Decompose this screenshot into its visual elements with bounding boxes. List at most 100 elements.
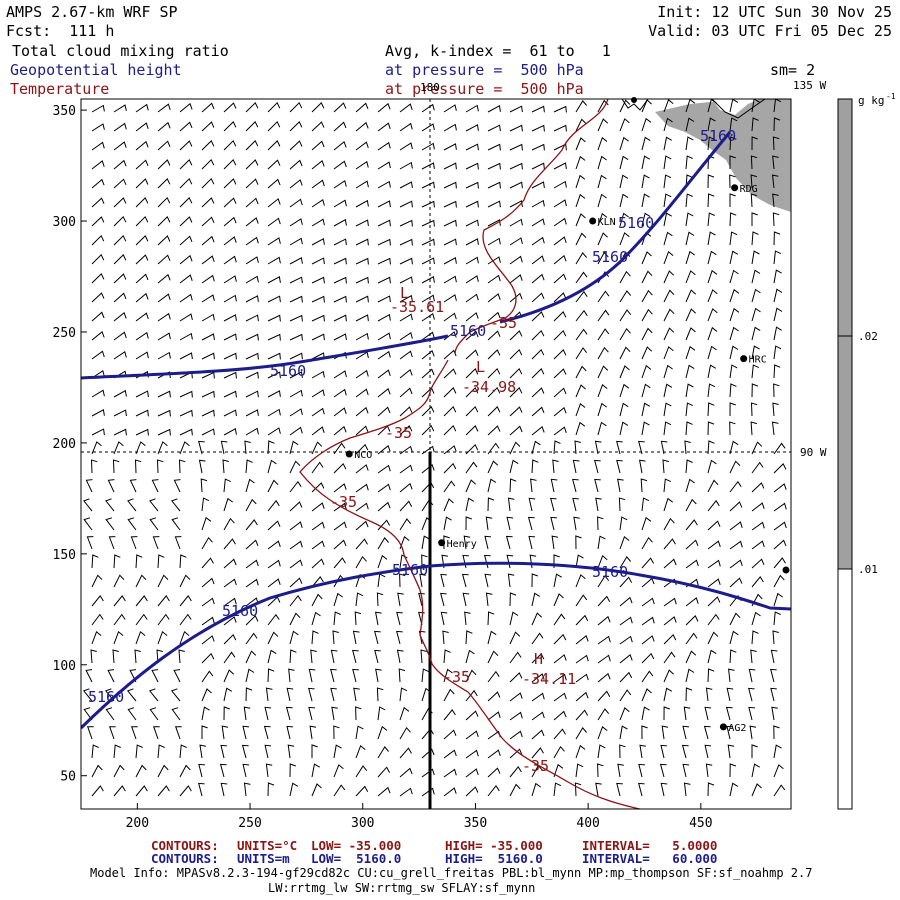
lon-label: 135 W bbox=[793, 79, 826, 92]
wind-barb bbox=[685, 668, 695, 683]
wind-barb bbox=[443, 749, 457, 759]
wind-barb bbox=[638, 782, 645, 797]
wind-barb bbox=[661, 725, 669, 740]
wind-barb bbox=[443, 709, 456, 721]
wind-barb bbox=[751, 611, 761, 626]
model-info: Model Info: MPASv8.2.3-194-gf29cd82c CU:… bbox=[90, 866, 813, 880]
wind-barb bbox=[619, 535, 630, 550]
wind-barb bbox=[179, 390, 193, 398]
wind-barb bbox=[531, 425, 545, 436]
wind-barb bbox=[91, 104, 105, 113]
wind-barb bbox=[267, 333, 281, 341]
wind-barb bbox=[201, 536, 213, 550]
wind-barb bbox=[151, 669, 159, 683]
wind-barb bbox=[597, 575, 610, 588]
wind-barb bbox=[421, 276, 435, 284]
wind-barb bbox=[245, 333, 259, 341]
wind-barb bbox=[597, 232, 608, 246]
wind-barb bbox=[354, 611, 362, 626]
wind-barb bbox=[157, 312, 171, 322]
wind-barb bbox=[531, 199, 545, 208]
wind-barb bbox=[245, 559, 259, 569]
wind-barb bbox=[289, 649, 297, 664]
wind-barb bbox=[267, 668, 275, 683]
wind-barb bbox=[729, 460, 741, 474]
wind-barb bbox=[597, 421, 607, 436]
field-cloud-mixing: Total cloud mixing ratio bbox=[12, 42, 229, 60]
wind-barb bbox=[575, 309, 588, 322]
wind-barb bbox=[619, 725, 628, 740]
wind-barb bbox=[242, 725, 250, 740]
wind-barb bbox=[487, 349, 501, 360]
wind-barb bbox=[531, 311, 545, 322]
wind-barb bbox=[553, 710, 567, 721]
wind-barb bbox=[198, 440, 205, 455]
wind-barb bbox=[597, 402, 607, 417]
wind-barb bbox=[201, 121, 215, 132]
wind-barb bbox=[773, 250, 782, 265]
temp-contour bbox=[299, 359, 641, 809]
wind-barb bbox=[289, 295, 303, 303]
wind-barb bbox=[113, 122, 127, 132]
wind-barb bbox=[487, 406, 501, 417]
wind-barb bbox=[707, 117, 716, 132]
temp-label: -35 bbox=[330, 493, 357, 511]
wind-barb bbox=[201, 255, 215, 265]
wind-barb bbox=[550, 497, 557, 512]
wind-barb bbox=[487, 311, 501, 322]
wind-barb bbox=[705, 763, 713, 778]
wind-barb bbox=[597, 212, 608, 227]
wind-barb bbox=[597, 136, 608, 151]
wind-barb bbox=[487, 200, 501, 208]
wind-barb bbox=[773, 725, 780, 740]
wind-barb bbox=[113, 595, 126, 607]
wind-barb bbox=[157, 273, 171, 284]
wind-barb bbox=[663, 174, 672, 189]
cloud-shading bbox=[655, 99, 791, 212]
wind-barb bbox=[663, 99, 674, 113]
wind-barb bbox=[597, 554, 608, 569]
wind-barb bbox=[487, 442, 500, 455]
wind-barb bbox=[221, 725, 229, 740]
wind-barb bbox=[509, 162, 523, 170]
wind-barb bbox=[135, 254, 149, 265]
wind-barb bbox=[465, 497, 475, 512]
wind-barb bbox=[575, 709, 589, 721]
wind-barb bbox=[487, 749, 501, 759]
wind-barb bbox=[355, 592, 364, 607]
wind-barb bbox=[750, 649, 757, 664]
wind-barb bbox=[399, 142, 413, 151]
wind-barb bbox=[157, 371, 171, 379]
wind-barb bbox=[487, 497, 495, 512]
wind-barb bbox=[531, 592, 541, 607]
wind-barb bbox=[148, 688, 159, 702]
wind-barb bbox=[220, 782, 228, 797]
wind-barb bbox=[751, 630, 759, 645]
wind-barb bbox=[751, 783, 762, 797]
wind-barb bbox=[82, 688, 93, 702]
wind-barb bbox=[641, 688, 652, 702]
wind-barb bbox=[223, 706, 230, 721]
wind-barb bbox=[267, 140, 281, 151]
wind-barb bbox=[464, 611, 471, 626]
wind-barb bbox=[773, 463, 787, 474]
wind-barb bbox=[773, 521, 787, 531]
wind-barb bbox=[223, 102, 237, 113]
wind-barb bbox=[443, 294, 457, 303]
wind-barb bbox=[135, 178, 149, 189]
wind-barb bbox=[465, 630, 473, 645]
wind-barb bbox=[443, 162, 457, 170]
wind-barb bbox=[616, 459, 623, 474]
wind-barb bbox=[333, 483, 347, 493]
wind-barb bbox=[399, 122, 413, 132]
wind-barb bbox=[707, 520, 721, 531]
wind-barb bbox=[663, 402, 672, 417]
colorbar-tick-label: .02 bbox=[858, 330, 878, 343]
wind-barb bbox=[751, 345, 760, 360]
low-value: -34.98 bbox=[462, 378, 516, 396]
wind-barb bbox=[663, 289, 675, 303]
wind-barb bbox=[704, 706, 712, 721]
wind-barb bbox=[641, 193, 650, 208]
wind-barb bbox=[86, 726, 94, 740]
wind-barb bbox=[333, 725, 340, 740]
